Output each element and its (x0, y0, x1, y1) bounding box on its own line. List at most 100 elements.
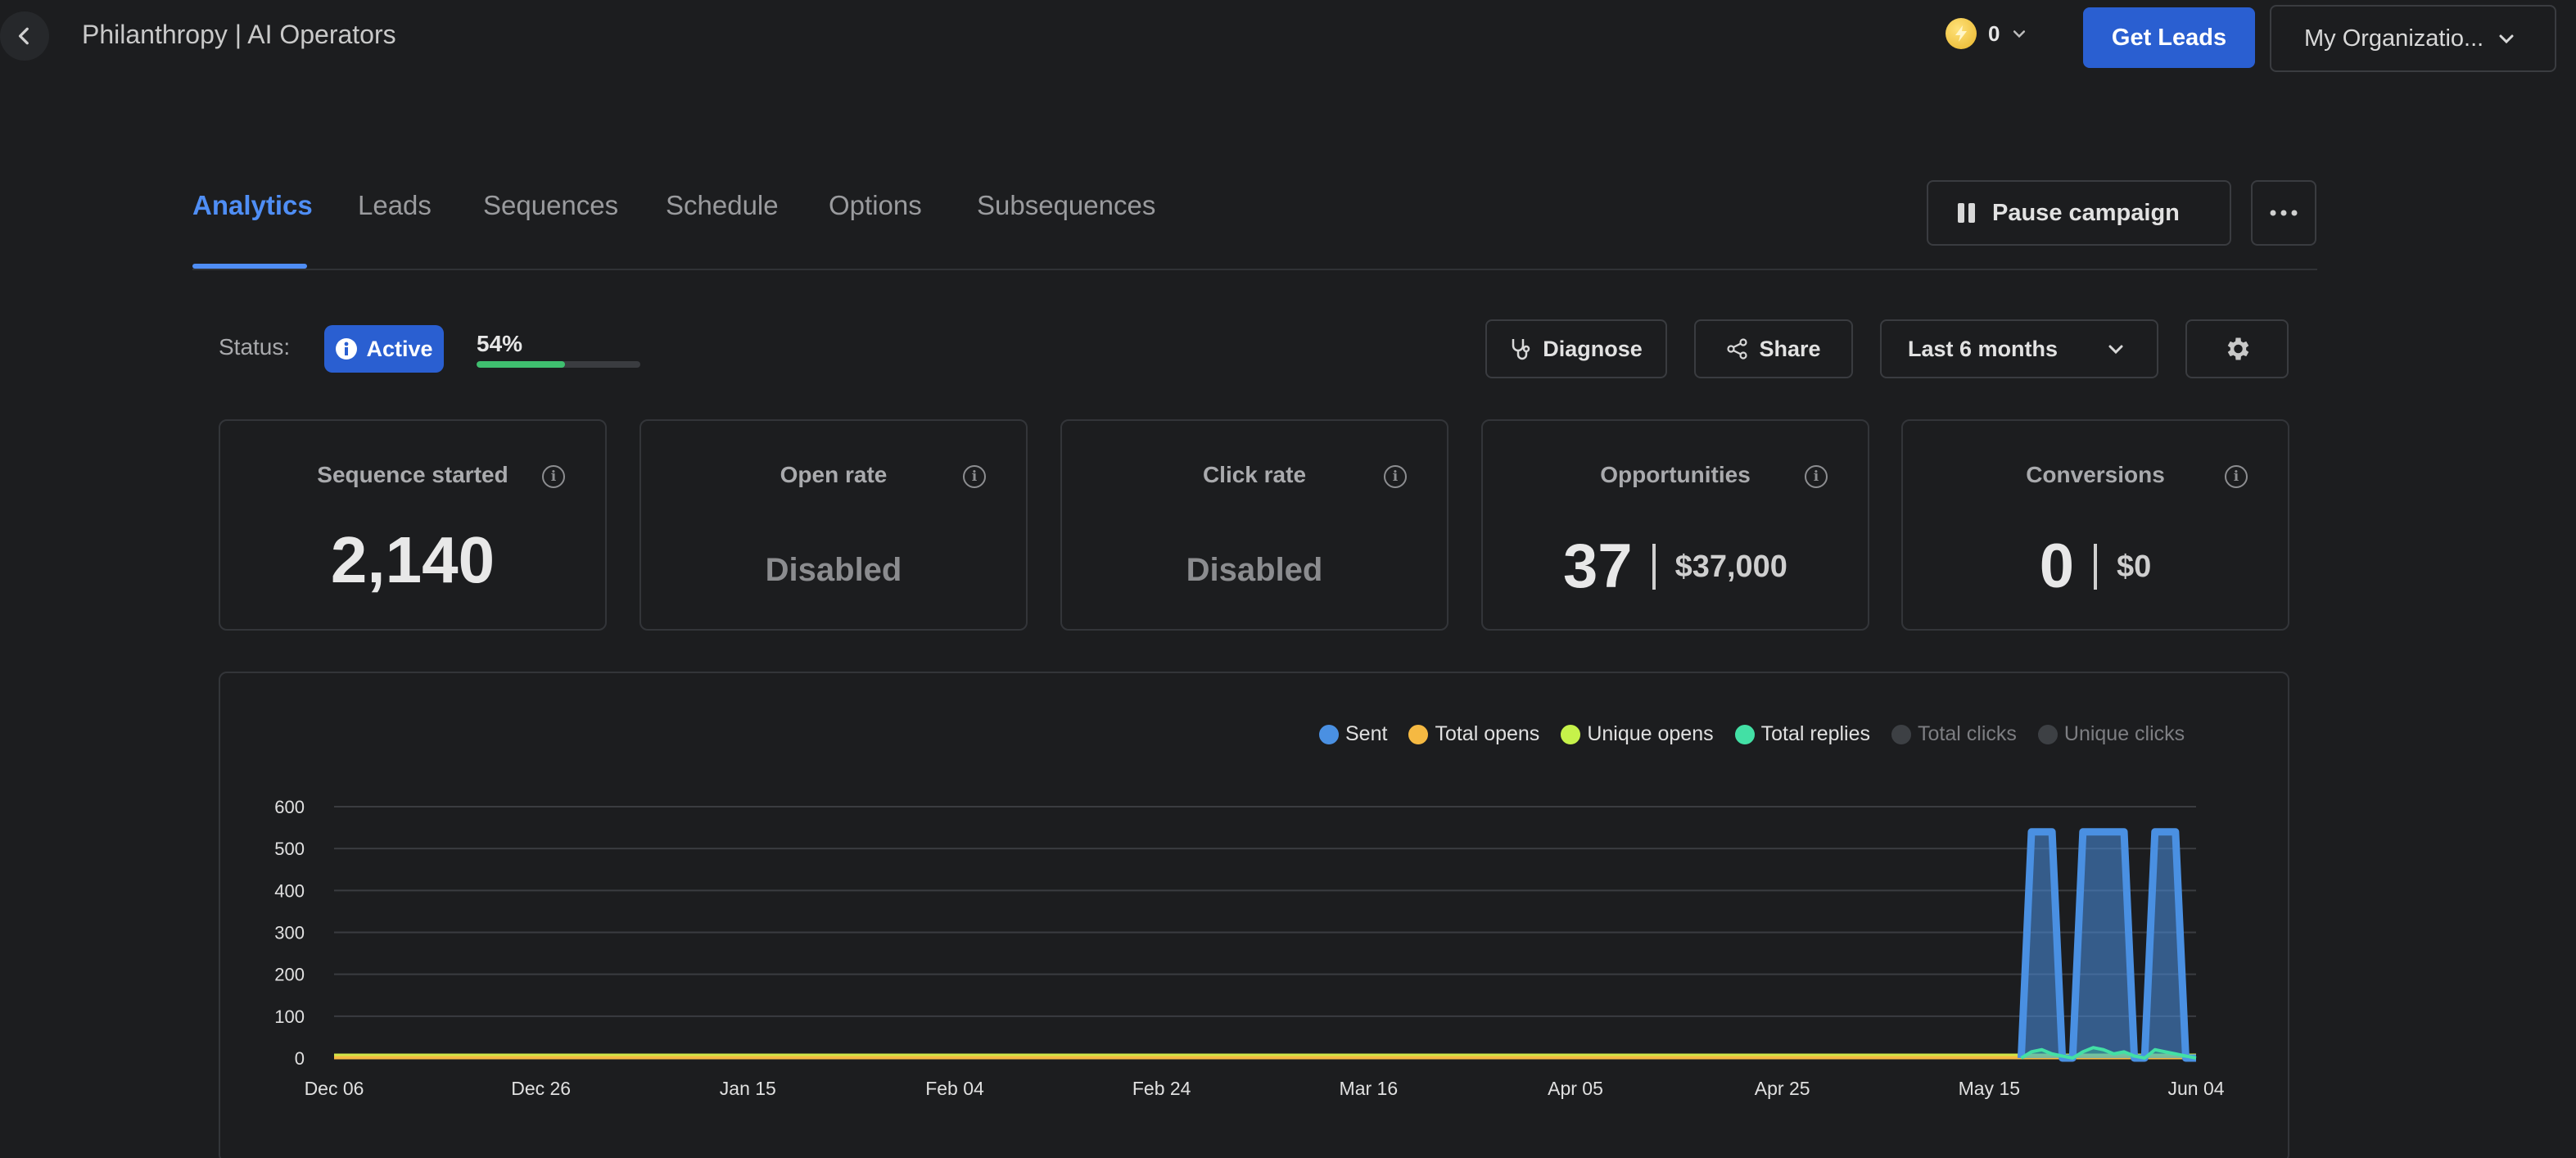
chevron-down-icon (2108, 345, 2123, 355)
stat-value-group: 0 $0 (1903, 536, 2288, 598)
x-tick-label: Mar 16 (1340, 1078, 1399, 1099)
legend-color-swatch (1559, 722, 1583, 746)
legend-color-swatch (1733, 722, 1756, 746)
tab-sequences[interactable]: Sequences (483, 190, 619, 220)
legend-item[interactable]: Total clicks (1890, 722, 2017, 746)
organization-label: My Organizatio... (2304, 25, 2484, 52)
stat-card-click-rate: Click rate i Disabled (1060, 419, 1448, 631)
info-icon[interactable]: i (963, 465, 986, 488)
divider (2094, 544, 2097, 590)
y-tick-label: 500 (274, 839, 305, 859)
status-badge-label: Active (366, 336, 433, 361)
stat-title: Open rate (780, 462, 888, 487)
y-tick-label: 600 (274, 797, 305, 817)
legend-label: Total clicks (1918, 722, 2017, 745)
x-tick-label: Apr 25 (1755, 1078, 1810, 1099)
legend-color-swatch (1890, 722, 1914, 746)
share-button[interactable]: Share (1694, 319, 1853, 378)
y-tick-label: 100 (274, 1006, 305, 1027)
status-badge[interactable]: Active (324, 325, 444, 373)
credits-dropdown[interactable]: 0 (1946, 18, 2027, 49)
x-tick-label: Feb 04 (925, 1078, 984, 1099)
pause-icon (1958, 203, 1975, 223)
tab-options[interactable]: Options (829, 190, 922, 220)
legend-item[interactable]: Total opens (1407, 722, 1539, 746)
page-title: Philanthropy | AI Operators (82, 20, 396, 49)
info-icon (336, 338, 358, 360)
series-line (2020, 1046, 2197, 1060)
campaign-tabs: Analytics Leads Sequences Schedule Optio… (192, 164, 2317, 270)
legend-label: Unique opens (1587, 722, 1714, 745)
stat-title: Sequence started (317, 462, 508, 487)
x-tick-label: Apr 05 (1548, 1078, 1603, 1099)
legend-label: Total replies (1760, 722, 1871, 745)
y-tick-label: 300 (274, 923, 305, 943)
diagnose-label: Diagnose (1543, 336, 1643, 361)
progress-percent: 54% (477, 331, 523, 356)
tab-analytics[interactable]: Analytics (192, 190, 313, 220)
analytics-chart: 0 100 200 300 400 500 600 Dec 06 Dec 26 Jan 15 Feb… (274, 797, 2224, 1099)
organization-select[interactable]: My Organizatio... (2270, 5, 2556, 72)
active-tab-indicator (192, 264, 307, 269)
legend-label: Total opens (1435, 722, 1540, 745)
x-tick-label: May 15 (1959, 1078, 2020, 1099)
legend-item[interactable]: Unique opens (1559, 722, 1714, 746)
info-icon[interactable]: i (1805, 465, 1828, 488)
legend-item[interactable]: Unique clicks (2036, 722, 2185, 746)
stat-value: 37 (1563, 532, 1633, 601)
legend-color-swatch (1317, 722, 1340, 746)
stat-value-group: 37 $37,000 (1483, 536, 1868, 598)
tab-subsequences[interactable]: Subsequences (977, 190, 1156, 220)
legend-label: Sent (1345, 722, 1388, 745)
stat-card-open-rate: Open rate i Disabled (639, 419, 1028, 631)
back-button[interactable] (0, 11, 49, 61)
get-leads-button[interactable]: Get Leads (2083, 7, 2255, 68)
tab-leads[interactable]: Leads (358, 190, 432, 220)
legend-item[interactable]: Total replies (1733, 722, 1870, 746)
gear-icon (2227, 337, 2249, 360)
x-tick-label: Jan 15 (720, 1078, 776, 1099)
y-tick-label: 200 (274, 965, 305, 985)
x-tick-label: Jun 04 (2167, 1078, 2224, 1099)
status-label: Status: (219, 334, 291, 360)
stat-value: Disabled (1186, 552, 1323, 588)
stat-title: Conversions (2026, 462, 2165, 487)
date-range-label: Last 6 months (1908, 336, 2059, 361)
diagnose-button[interactable]: Diagnose (1485, 319, 1667, 378)
analytics-chart-panel: Sent Total opens Unique opens Total replies… (219, 672, 2289, 1158)
stat-card-conversions: Conversions i 0 $0 (1901, 419, 2289, 631)
y-tick-label: 0 (295, 1048, 305, 1069)
credits-count: 0 (1988, 20, 2000, 46)
pause-campaign-label: Pause campaign (1992, 199, 2180, 226)
chevron-down-icon (2499, 34, 2514, 44)
legend-color-swatch (2036, 722, 2059, 746)
x-tick-label: Dec 26 (511, 1078, 571, 1099)
stat-card-opportunities: Opportunities i 37 $37,000 (1481, 419, 1869, 631)
stat-title: Opportunities (1600, 462, 1751, 487)
settings-button[interactable] (2185, 319, 2289, 378)
legend-label: Unique clicks (2063, 722, 2185, 745)
pause-campaign-button[interactable]: Pause campaign (1927, 180, 2231, 246)
share-icon (1727, 338, 1748, 360)
progress-bar (477, 361, 640, 368)
legend-item[interactable]: Sent (1317, 722, 1387, 746)
stat-value: Disabled (765, 552, 902, 588)
info-icon[interactable]: i (1384, 465, 1407, 488)
stat-title: Click rate (1202, 462, 1307, 487)
top-bar: Philanthropy | AI Operators 0 Get Leads … (0, 0, 2576, 72)
progress-bar-fill (477, 361, 565, 368)
lightning-coin-icon (1946, 18, 1977, 49)
tab-schedule[interactable]: Schedule (666, 190, 779, 220)
divider (1652, 544, 1656, 590)
chart-legend: Sent Total opens Unique opens Total replies… (1317, 722, 2185, 746)
x-tick-label: Dec 06 (305, 1078, 364, 1099)
stethoscope-icon (1512, 339, 1530, 360)
series-line (2017, 828, 2196, 1062)
more-options-button[interactable] (2251, 180, 2316, 246)
info-icon[interactable]: i (2225, 465, 2248, 488)
share-label: Share (1759, 336, 1821, 361)
stat-amount: $0 (2117, 550, 2152, 584)
date-range-select[interactable]: Last 6 months (1880, 319, 2158, 378)
chevron-left-icon (18, 27, 29, 45)
info-icon[interactable]: i (542, 465, 565, 488)
